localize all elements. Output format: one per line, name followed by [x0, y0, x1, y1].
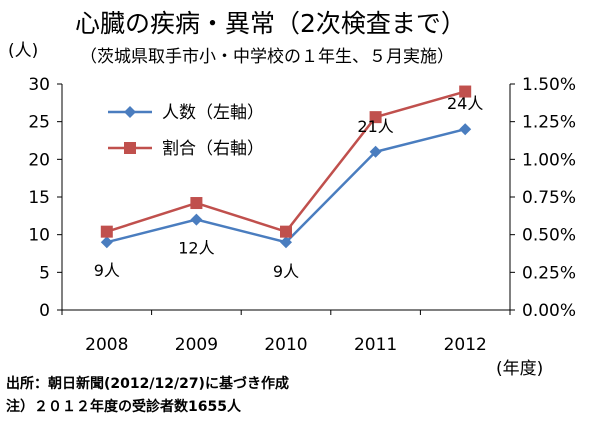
- line-marker-square: [190, 197, 203, 210]
- series-ratio: [100, 85, 472, 238]
- left-axis-ticks: 0 5 10 15 20 25 30: [28, 75, 62, 321]
- data-label: 9人: [273, 262, 299, 281]
- series-line: [106, 90, 466, 234]
- left-axis-tick-label: 10: [28, 226, 50, 246]
- line-marker-diamond: [100, 236, 113, 249]
- series-line: [106, 127, 466, 244]
- right-axis-tick-label: 0.00%: [522, 301, 576, 321]
- left-axis-tick-label: 5: [39, 263, 50, 283]
- left-axis-unit: (人): [8, 41, 38, 61]
- footnote: 注）２０１２年度の受診者数1655人: [6, 398, 242, 415]
- right-axis-tick-label: 0.75%: [522, 188, 576, 208]
- data-label: 21人: [357, 117, 393, 136]
- line-marker-diamond: [280, 236, 292, 249]
- right-axis-tick-label: 1.25%: [522, 113, 576, 133]
- legend-item: 割合（右軸）: [108, 139, 264, 159]
- series-count: [100, 123, 472, 249]
- line-marker-diamond: [369, 145, 382, 158]
- x-axis-tick-label: 2008: [85, 335, 128, 355]
- x-axis-tick-label: 2011: [354, 335, 397, 355]
- left-axis-tick-label: 30: [28, 75, 50, 95]
- line-marker-diamond: [124, 106, 136, 118]
- data-label: 9人: [94, 261, 120, 280]
- legend-label: 割合（右軸）: [162, 139, 264, 159]
- data-label: 24人: [447, 94, 483, 113]
- right-axis-tick-label: 0.50%: [522, 226, 576, 246]
- data-labels: 9人 12人 9人 21人 24人: [94, 94, 484, 281]
- chart-title: 心臓の疾病・異常（2次検査まで）: [75, 9, 466, 38]
- line-marker-square: [124, 142, 136, 154]
- line-marker-square: [100, 225, 113, 238]
- data-label: 12人: [178, 239, 214, 258]
- right-axis-tick-label: 0.25%: [522, 263, 576, 283]
- x-axis-tick-label: 2012: [444, 335, 487, 355]
- chart-subtitle: （茨城県取手市小・中学校の１年生、５月実施）: [80, 47, 454, 67]
- left-axis-tick-label: 20: [28, 150, 50, 170]
- line-marker-square: [280, 225, 292, 238]
- source-note: 出所：朝日新聞(2012/12/27)に基づき作成: [6, 375, 289, 392]
- right-axis-tick-label: 1.50%: [522, 75, 576, 95]
- x-axis-tick-label: 2009: [175, 335, 218, 355]
- line-marker-diamond: [190, 213, 203, 226]
- legend-item: 人数（左軸）: [108, 103, 264, 123]
- right-axis-ticks: 0.00% 0.25% 0.50% 0.75% 1.00% 1.25% 1.50%: [510, 75, 576, 321]
- left-axis-tick-label: 0: [39, 301, 50, 321]
- left-axis-tick-label: 25: [28, 113, 50, 133]
- line-marker-diamond: [459, 123, 472, 136]
- x-axis-ticks: 2008 2009 2010 2011 2012: [61, 310, 511, 355]
- x-axis-unit: (年度): [496, 359, 543, 379]
- right-axis-tick-label: 1.00%: [522, 150, 576, 170]
- line-marker-square: [459, 85, 472, 98]
- left-axis-tick-label: 15: [28, 188, 50, 208]
- x-axis-tick-label: 2010: [264, 335, 307, 355]
- line-marker-square: [369, 111, 382, 124]
- series-layer: [100, 85, 472, 249]
- legend: 人数（左軸） 割合（右軸）: [108, 103, 264, 159]
- legend-label: 人数（左軸）: [162, 103, 264, 123]
